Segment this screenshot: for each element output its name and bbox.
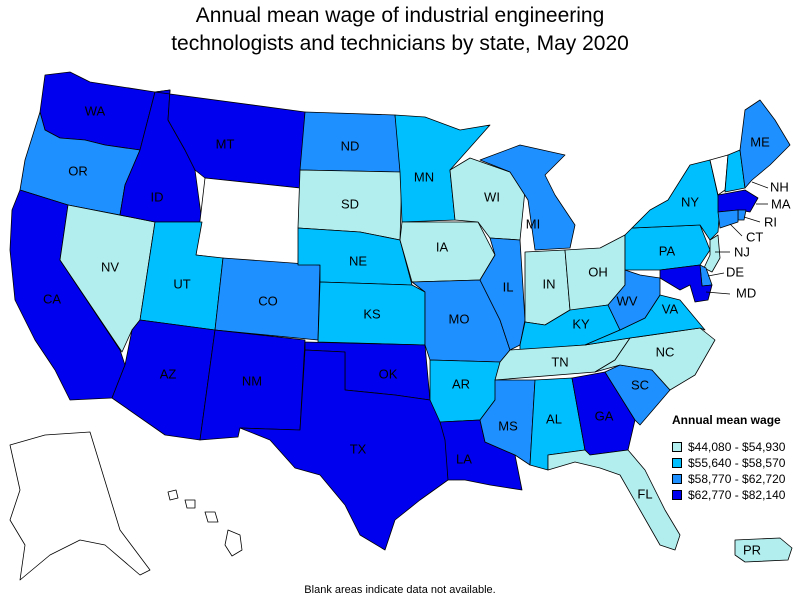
state-labels: WA OR CA NV ID MT UT AZ CO NM ND SD NE KS OK TX MN IA MO AR… <box>43 103 791 557</box>
state-label-VA: VA <box>662 301 679 316</box>
state-label-WA: WA <box>85 103 106 118</box>
state-label-AR: AR <box>452 376 470 391</box>
state-AK[interactable] <box>9 431 151 581</box>
state-NJ[interactable] <box>703 234 721 273</box>
state-label-TX: TX <box>350 441 367 456</box>
state-label-NY: NY <box>681 194 699 209</box>
leader-lines <box>705 181 769 295</box>
state-RI[interactable] <box>737 209 747 221</box>
state-label-CT: CT <box>746 229 763 244</box>
state-label-UT: UT <box>173 276 190 291</box>
title-line-1: Annual mean wage of industrial engineeri… <box>195 4 605 27</box>
state-CT[interactable] <box>717 209 739 229</box>
state-label-SC: SC <box>631 377 649 392</box>
state-label-MO: MO <box>449 311 470 326</box>
state-MA[interactable] <box>717 189 759 213</box>
state-label-NH: NH <box>770 179 789 194</box>
state-label-IL: IL <box>503 279 514 294</box>
state-label-MS: MS <box>498 418 518 433</box>
legend-label: $55,640 - $58,570 <box>688 456 786 470</box>
state-label-KS: KS <box>363 306 381 321</box>
state-label-OK: OK <box>379 366 398 381</box>
state-HI[interactable] <box>167 489 243 557</box>
state-label-AZ: AZ <box>160 366 177 381</box>
state-label-MD: MD <box>736 285 756 300</box>
state-label-OH: OH <box>588 264 608 279</box>
state-label-NJ: NJ <box>734 244 750 259</box>
legend-swatch <box>672 458 682 468</box>
state-label-OR: OR <box>68 163 88 178</box>
state-label-GA: GA <box>595 408 614 423</box>
state-PR[interactable] <box>734 537 793 563</box>
legend-item: $44,080 - $54,930 <box>672 439 797 455</box>
legend-item: $58,770 - $62,720 <box>672 471 797 487</box>
state-label-NV: NV <box>101 259 119 274</box>
map-title: Annual mean wage of industrial engineeri… <box>0 2 800 58</box>
legend-label: $62,770 - $82,140 <box>688 488 786 502</box>
legend: Annual mean wage $44,080 - $54,930 $55,6… <box>672 413 797 503</box>
state-label-MN: MN <box>414 169 434 184</box>
legend-label: $58,770 - $62,720 <box>688 472 786 486</box>
state-label-NC: NC <box>656 344 675 359</box>
state-label-ID: ID <box>151 189 164 204</box>
legend-item: $62,770 - $82,140 <box>672 487 797 503</box>
state-label-FL: FL <box>637 486 652 501</box>
legend-swatch <box>672 442 682 452</box>
state-label-NE: NE <box>349 253 367 268</box>
state-MI[interactable] <box>479 144 576 251</box>
legend-swatch <box>672 490 682 500</box>
state-ME[interactable] <box>739 99 791 189</box>
state-label-SD: SD <box>341 196 359 211</box>
state-label-DE: DE <box>726 264 744 279</box>
state-label-KY: KY <box>572 316 590 331</box>
state-label-PR: PR <box>743 542 761 557</box>
state-label-IN: IN <box>543 276 556 291</box>
state-label-NM: NM <box>242 373 262 388</box>
legend-item: $55,640 - $58,570 <box>672 455 797 471</box>
state-TX[interactable] <box>239 349 449 551</box>
state-label-WV: WV <box>617 293 638 308</box>
state-label-MT: MT <box>216 136 235 151</box>
state-label-MA: MA <box>771 196 791 211</box>
state-WY[interactable] <box>195 177 301 269</box>
state-label-PA: PA <box>659 243 676 258</box>
state-label-ND: ND <box>341 138 360 153</box>
legend-label: $44,080 - $54,930 <box>688 440 786 454</box>
state-label-IA: IA <box>436 239 449 254</box>
footnote: Blank areas indicate data not available. <box>304 584 496 596</box>
state-label-ME: ME <box>750 134 770 149</box>
state-label-WI: WI <box>484 189 500 204</box>
state-label-RI: RI <box>764 214 777 229</box>
state-label-CA: CA <box>43 291 61 306</box>
state-FL[interactable] <box>547 449 681 551</box>
legend-title: Annual mean wage <box>672 413 781 427</box>
state-label-CO: CO <box>258 293 278 308</box>
state-label-MI: MI <box>526 216 540 231</box>
title-line-2: technologists and technicians by state, … <box>171 32 629 55</box>
state-label-LA: LA <box>456 451 472 466</box>
state-label-TN: TN <box>551 354 568 369</box>
state-MD[interactable] <box>659 264 713 303</box>
state-label-AL: AL <box>546 411 562 426</box>
legend-swatch <box>672 474 682 484</box>
